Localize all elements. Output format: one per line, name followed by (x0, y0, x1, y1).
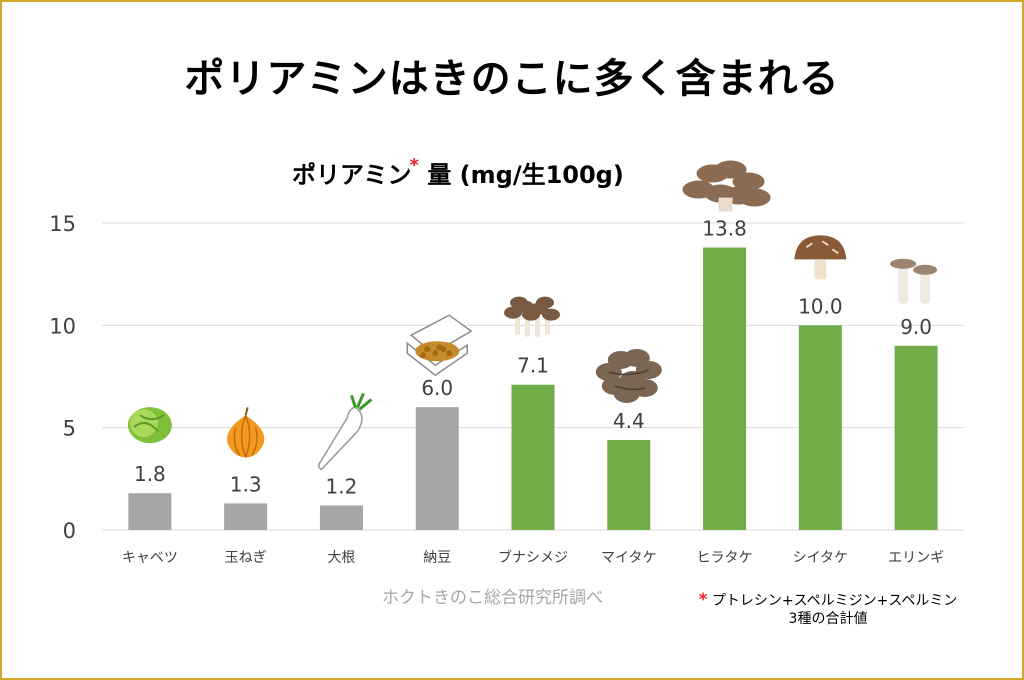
natto-icon (406, 314, 473, 377)
bar-4 (415, 407, 459, 530)
onion-icon (227, 407, 265, 458)
bar-3 (319, 505, 363, 530)
footnote-line-1: * プトレシン+スペルミジン+スペルミン (678, 591, 978, 610)
value-label: 13.8 (702, 217, 747, 241)
category-label: シイタケ (793, 550, 848, 566)
value-label: 6.0 (421, 376, 453, 400)
value-label: 1.8 (134, 462, 166, 486)
bunashimeji-icon (504, 296, 560, 337)
daikon-icon (318, 392, 373, 471)
cabbage-icon (127, 407, 172, 444)
category-label: エリンギ (888, 550, 944, 566)
y-tick-label: 15 (49, 212, 76, 236)
y-tick-label: 5 (63, 417, 76, 441)
page-title: ポリアミンはきのこに多く含まれる (184, 56, 840, 102)
category-label: ヒラタケ (697, 550, 753, 566)
category-label: 納豆 (423, 550, 451, 566)
chart-title-asterisk: * (409, 155, 419, 176)
label-layer: 0 5 10 15 1.8 キャベツ 1.3 玉ねぎ 1.2 大根 6.0 納豆 7.1 ブナシメジ 4.4… (49, 212, 944, 566)
footnote-text-1: プトレシン+スペルミジン+スペルミン (711, 593, 958, 609)
icon-layer (127, 160, 938, 471)
category-label: キャベツ (122, 550, 178, 566)
chart-title-text: ポリアミン (292, 161, 412, 189)
shiitake-icon (794, 235, 847, 280)
footnote-asterisk: * (698, 590, 708, 610)
value-label: 1.3 (230, 472, 262, 496)
value-label: 9.0 (900, 315, 932, 339)
value-label: 7.1 (517, 354, 549, 378)
footnote-line-2: 3種の合計値 (788, 611, 868, 627)
bar-9 (894, 345, 938, 530)
category-label: 玉ねぎ (225, 550, 267, 566)
footnote: * プトレシン+スペルミジン+スペルミン 3種の合計値 (678, 591, 978, 628)
chart-title: ポリアミン* 量 (mg/生100g) (292, 155, 624, 190)
category-label: ブナシメジ (498, 549, 568, 566)
maitake-icon (595, 348, 662, 403)
bar-6 (607, 439, 651, 530)
category-label: マイタケ (601, 550, 656, 566)
hiratake-icon (682, 160, 771, 212)
bar-layer (128, 247, 938, 530)
bar-8 (798, 325, 842, 530)
bar-2 (224, 503, 268, 530)
source-note: ホクトきのこ総合研究所調べ (382, 588, 603, 608)
bar-1 (128, 493, 172, 530)
chart-title-unit: 量 (mg/生100g) (427, 161, 624, 189)
y-tick-label: 10 (49, 314, 76, 338)
category-label: 大根 (327, 550, 355, 566)
bar-5 (511, 384, 555, 530)
value-label: 10.0 (798, 294, 843, 318)
eryngii-icon (890, 258, 938, 304)
bar-7 (703, 247, 747, 530)
value-label: 4.4 (613, 409, 645, 433)
value-label: 1.2 (326, 474, 358, 498)
y-tick-label: 0 (63, 519, 76, 543)
